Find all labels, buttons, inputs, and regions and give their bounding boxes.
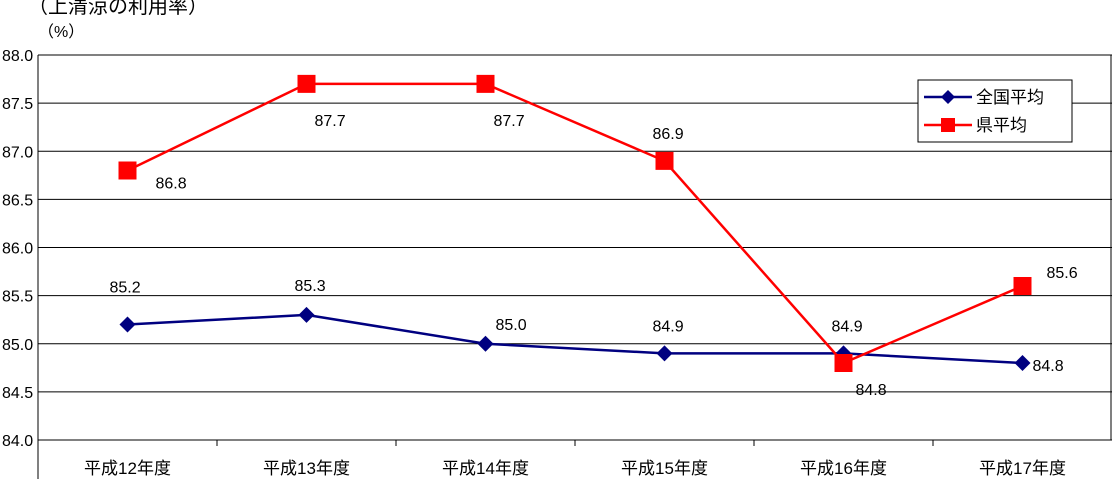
data-point-diamond bbox=[477, 335, 494, 352]
data-point-diamond bbox=[1014, 355, 1031, 371]
data-label: 84.8 bbox=[856, 382, 887, 399]
series-layer bbox=[118, 74, 1032, 372]
legend-label: 県平均 bbox=[976, 116, 1027, 135]
data-point-square bbox=[118, 161, 137, 180]
x-tick-label: 平成16年度 bbox=[800, 459, 887, 478]
data-label: 86.8 bbox=[156, 176, 187, 193]
y-tick-label: 84.5 bbox=[2, 385, 33, 402]
legend-label: 全国平均 bbox=[976, 88, 1044, 107]
data-point-diamond bbox=[119, 316, 136, 333]
chart-title: （上清涼の利用率） bbox=[28, 0, 208, 18]
data-label: 84.8 bbox=[1033, 358, 1064, 375]
data-label: 85.0 bbox=[496, 317, 527, 334]
y-tick-label: 86.5 bbox=[2, 192, 33, 209]
axes: 84.0 84.5 85.0 85.5 86.0 86.5 87.0 87.5 88.0 平成12… bbox=[2, 48, 1112, 479]
y-axis-unit-label: （%） bbox=[38, 24, 85, 41]
y-tick-label: 85.0 bbox=[2, 337, 33, 354]
x-tick-label: 平成12年度 bbox=[84, 459, 171, 478]
data-point-square bbox=[834, 354, 853, 372]
data-point-diamond bbox=[298, 306, 315, 323]
data-label: 85.6 bbox=[1047, 265, 1078, 282]
data-label: 87.7 bbox=[315, 113, 346, 130]
x-tick-label: 平成14年度 bbox=[442, 459, 529, 478]
data-point-square bbox=[1013, 277, 1032, 295]
y-tick-label: 87.0 bbox=[2, 144, 33, 161]
y-tick-label: 86.0 bbox=[2, 241, 33, 258]
data-labels: 85.2 85.3 85.0 84.9 84.9 84.8 86.8 87.7 87.7 86.9… bbox=[110, 113, 1078, 399]
series-line-prefecture bbox=[126, 82, 1023, 365]
data-label: 85.2 bbox=[110, 280, 141, 297]
data-label: 87.7 bbox=[494, 113, 525, 130]
data-point-square bbox=[655, 151, 674, 170]
data-point-square bbox=[297, 74, 316, 93]
y-tick-label: 85.5 bbox=[2, 289, 33, 306]
data-point-square bbox=[476, 74, 495, 93]
data-label: 84.9 bbox=[653, 318, 684, 335]
x-tick-label: 平成15年度 bbox=[621, 459, 708, 478]
series-line-national bbox=[127, 313, 1023, 365]
data-label: 85.3 bbox=[295, 278, 326, 295]
legend-marker-diamond bbox=[941, 90, 955, 104]
data-point-diamond bbox=[656, 345, 673, 362]
x-tick-label: 平成13年度 bbox=[263, 459, 350, 478]
x-tick-label: 平成17年度 bbox=[979, 459, 1066, 478]
data-label: 86.9 bbox=[653, 126, 684, 143]
y-tick-label: 88.0 bbox=[2, 48, 33, 65]
y-tick-label: 87.5 bbox=[2, 96, 33, 113]
data-label: 84.9 bbox=[832, 318, 863, 335]
y-tick-label: 84.0 bbox=[2, 433, 33, 450]
legend-marker-square bbox=[941, 118, 955, 132]
